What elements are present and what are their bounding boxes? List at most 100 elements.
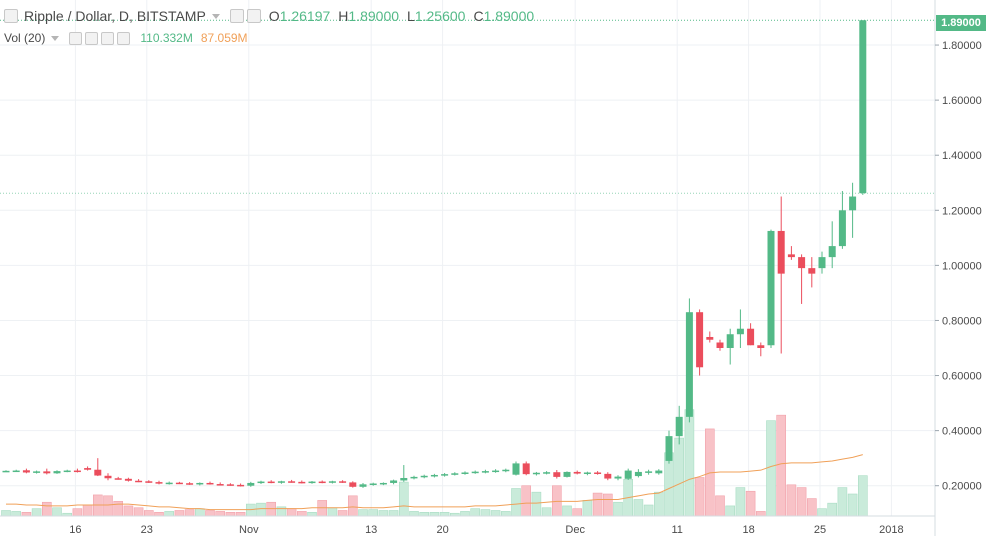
volume-ma-value: 87.059M — [200, 31, 248, 45]
y-tick-label: 0.80000 — [942, 315, 982, 327]
candle-body — [196, 482, 204, 485]
volume-bar — [225, 512, 236, 517]
candle-body — [471, 471, 479, 474]
volume-bar — [174, 510, 185, 517]
volume-bar — [123, 505, 134, 517]
candle-body — [634, 471, 642, 477]
volume-bar — [694, 477, 705, 517]
volume-bar — [419, 512, 430, 517]
volume-bar — [837, 487, 848, 517]
volume-bar — [184, 509, 195, 517]
candle-body — [53, 471, 61, 474]
symbol-title[interactable]: Ripple / Dollar, D, BITSTAMP — [24, 8, 206, 24]
close-value: 1.89000 — [483, 8, 535, 24]
volume-bar — [541, 507, 552, 517]
candlesticks — [2, 20, 867, 488]
y-tick-label: 1.40000 — [942, 150, 982, 162]
candle-body — [655, 470, 663, 474]
source-code-icon[interactable] — [101, 31, 115, 45]
candle-body — [349, 482, 357, 487]
volume-bar — [337, 510, 348, 517]
volume-bar — [429, 512, 440, 517]
candle-body — [359, 484, 367, 487]
volume-moving-average — [6, 454, 863, 511]
x-tick-label: 18 — [742, 524, 754, 536]
candle-body — [583, 472, 591, 474]
candle-body — [849, 196, 857, 211]
candle-body — [43, 471, 51, 474]
eye-icon[interactable] — [69, 31, 83, 45]
close-icon[interactable] — [117, 31, 131, 45]
candle-body — [400, 477, 408, 481]
y-tick-label: 1.60000 — [942, 95, 982, 107]
candle-body — [512, 463, 520, 475]
candle-body — [685, 312, 693, 417]
high-label: H — [338, 8, 349, 24]
gear-icon[interactable] — [246, 9, 261, 23]
candle-body — [675, 416, 683, 437]
volume-bar — [562, 505, 572, 517]
candle-body — [543, 472, 551, 474]
volume-bar — [307, 512, 317, 517]
candle-body — [492, 470, 500, 473]
volume-bar — [786, 484, 797, 517]
volume-bar — [11, 511, 21, 517]
symbol-dropdown-icon[interactable] — [211, 13, 220, 19]
volume-bar — [439, 512, 450, 517]
volume-bar — [796, 487, 807, 517]
volume-indicator-label[interactable]: Vol (20) — [4, 31, 46, 45]
x-tick-label: 20 — [436, 524, 448, 536]
volume-bar — [296, 511, 307, 517]
candle-body — [706, 336, 714, 340]
candle-body — [410, 476, 418, 479]
candle-body — [267, 481, 275, 484]
volume-bar — [103, 495, 113, 517]
volume-bar — [674, 437, 685, 517]
gear-icon[interactable] — [85, 31, 99, 45]
x-tick-label: Dec — [565, 524, 585, 536]
volume-bar — [164, 511, 174, 517]
volume-dropdown-icon[interactable] — [51, 35, 60, 41]
volume-bar — [205, 510, 215, 517]
x-tick-label: 25 — [814, 524, 826, 536]
candle-body — [22, 470, 30, 473]
volume-value: 110.332M — [140, 31, 193, 45]
x-tick-label: 16 — [69, 524, 81, 536]
volume-bar — [725, 505, 736, 517]
candle-body — [736, 328, 744, 335]
volume-bar — [41, 501, 52, 517]
candle-body — [757, 345, 765, 348]
candle-body — [420, 475, 428, 478]
volume-bar — [1, 510, 11, 517]
collapse-icon[interactable] — [4, 9, 18, 23]
eye-icon[interactable] — [229, 9, 244, 23]
volume-bar — [684, 409, 695, 517]
candle-body — [828, 246, 836, 258]
volume-bar — [827, 502, 838, 517]
volume-header: Vol (20) 110.332M 87.059M — [4, 31, 248, 45]
volume-bar — [847, 493, 858, 517]
last-price-tag: 1.89000 — [936, 15, 986, 31]
candle-body — [379, 482, 387, 485]
candle-body — [145, 481, 153, 483]
grid-lines — [0, 0, 935, 516]
volume-bar — [592, 492, 603, 517]
candle-body — [12, 470, 20, 473]
low-value: 1.25600 — [414, 8, 466, 24]
candle-body — [859, 20, 867, 194]
volume-bar — [521, 485, 532, 517]
volume-bar — [398, 481, 409, 517]
volume-bar — [715, 495, 725, 517]
y-tick-label: 0.20000 — [942, 481, 982, 493]
candle-body — [481, 471, 489, 473]
candle-body — [206, 482, 214, 485]
candle-body — [838, 210, 846, 247]
candle-body — [175, 482, 183, 485]
volume-bar — [347, 495, 358, 517]
volume-bar — [52, 507, 62, 517]
volume-bar — [745, 490, 756, 517]
volume-bar — [755, 511, 766, 517]
volume-bar — [113, 501, 123, 517]
volume-ma-line — [6, 454, 863, 511]
